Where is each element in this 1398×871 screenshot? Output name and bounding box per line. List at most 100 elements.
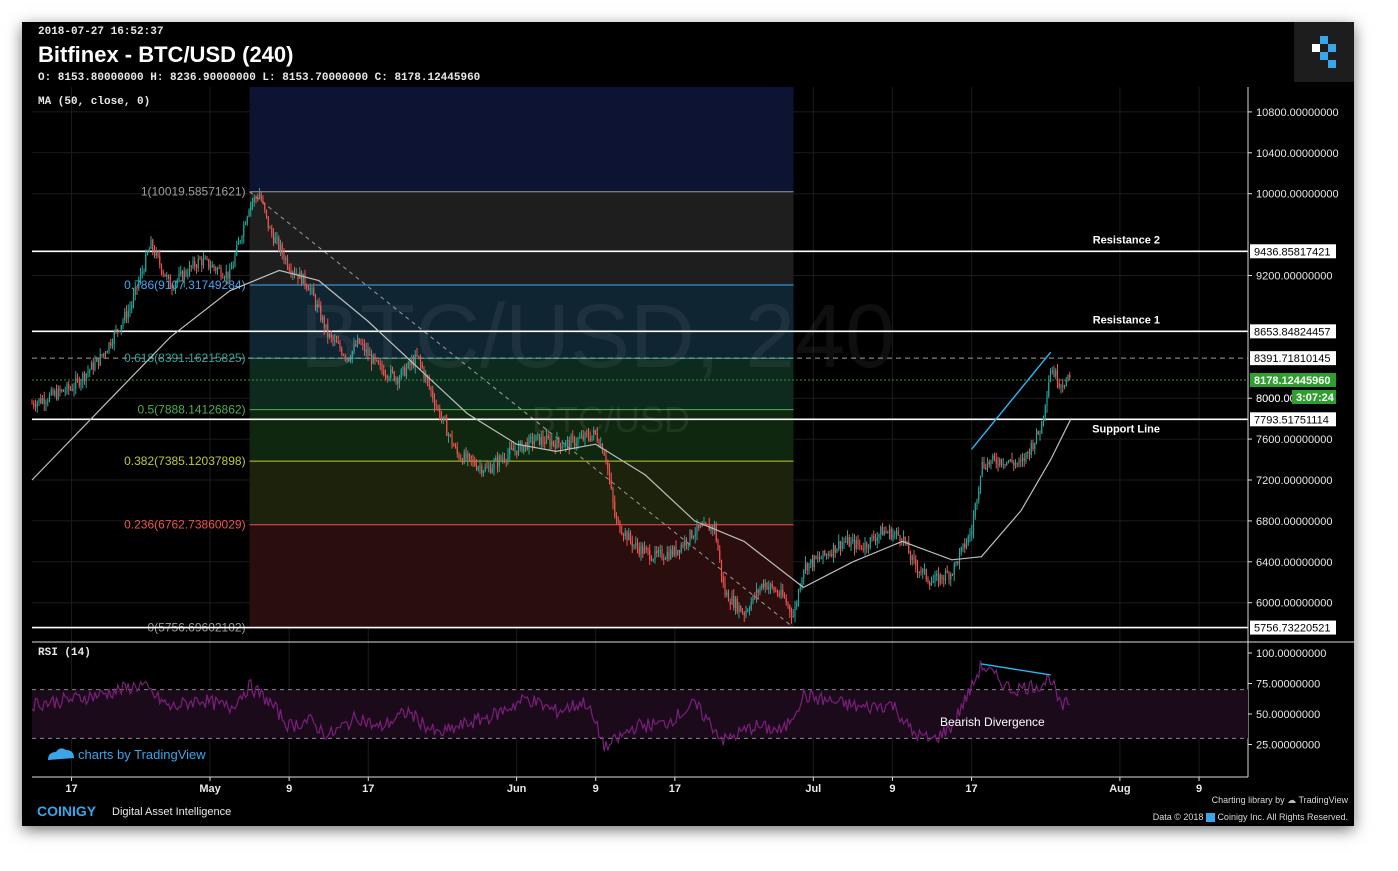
candle-body: [468, 453, 471, 456]
candle-body: [909, 553, 912, 561]
candle-body: [349, 359, 352, 361]
candle-body: [972, 516, 975, 532]
candle-body: [223, 277, 226, 279]
candle-body: [96, 357, 98, 362]
candle-body: [204, 258, 206, 260]
candle-body: [647, 548, 649, 551]
candle-body: [283, 253, 285, 261]
candle-body: [244, 223, 247, 225]
candle-body: [1048, 382, 1050, 396]
fib-zone: [249, 358, 794, 410]
candle-body: [810, 559, 812, 563]
candle-body: [232, 265, 234, 269]
candle-body: [570, 436, 572, 448]
candle-body: [890, 528, 892, 540]
candle-body: [811, 559, 814, 567]
candle-body: [635, 543, 637, 545]
candle-body: [950, 574, 952, 580]
candle-body: [705, 522, 707, 525]
candle-body: [362, 343, 364, 345]
candle-body: [395, 378, 397, 381]
candle-body: [668, 552, 670, 559]
candle-body: [279, 244, 282, 250]
candle-body: [846, 537, 849, 542]
candle-body: [218, 268, 220, 270]
candle-body: [325, 324, 327, 329]
candle-body: [36, 402, 38, 408]
candle-body: [94, 361, 96, 370]
candle-body: [636, 543, 639, 548]
candle-body: [192, 260, 194, 267]
candle-body: [460, 458, 462, 460]
candle-body: [262, 200, 264, 204]
candle-body: [278, 237, 280, 250]
candle-body: [780, 589, 782, 596]
candle-body: [727, 592, 730, 602]
candle-body: [328, 334, 331, 337]
candle-body: [404, 366, 406, 376]
candle-body: [759, 588, 761, 593]
candle-body: [554, 443, 556, 449]
candle-body: [306, 285, 308, 289]
fib-zone: [249, 409, 794, 462]
candle-body: [390, 369, 392, 378]
candle-body: [731, 596, 733, 605]
candle-body: [801, 578, 803, 588]
footer-brand[interactable]: COINIGY: [37, 803, 97, 819]
candle-body: [587, 433, 590, 439]
candle-body: [199, 258, 201, 260]
candle-body: [671, 549, 674, 556]
candle-body: [493, 461, 495, 469]
candle-body: [314, 296, 317, 308]
candle-body: [682, 544, 684, 547]
price-tag: [1250, 324, 1336, 339]
candle-body: [598, 441, 600, 447]
charting-vendor[interactable]: TradingView: [1298, 795, 1348, 805]
candle-body: [444, 416, 446, 421]
candle-body: [145, 254, 147, 272]
candle-body: [656, 550, 658, 554]
candle-body: [1013, 462, 1015, 466]
candle-body: [960, 547, 962, 553]
candle-body: [162, 272, 164, 274]
candle-body: [971, 531, 973, 535]
rsi-axis-label: 100.00000000: [1256, 648, 1326, 660]
candle-body: [559, 443, 562, 449]
candle-body: [463, 452, 465, 463]
candle-body: [563, 446, 565, 448]
candle-body: [1056, 370, 1059, 384]
ma-legend: MA (50, close, 0): [38, 96, 150, 108]
candle-body: [743, 612, 745, 616]
tradingview-logo: charts by TradingView: [48, 747, 206, 762]
candle-body: [1041, 421, 1043, 434]
candle-body: [729, 601, 731, 605]
candle-body: [531, 437, 534, 445]
candle-body: [640, 545, 642, 555]
candle-body: [356, 338, 359, 347]
candle-body: [663, 558, 665, 560]
candle-body: [689, 530, 691, 543]
price-chart[interactable]: 1(10019.58571621) 0.786(9107.31749284) 0.6…: [22, 22, 1354, 826]
candle-body: [631, 540, 633, 547]
candle-body: [117, 329, 119, 331]
fibonacci-retracement: 1(10019.58571621) 0.786(9107.31749284) 0.6…: [124, 87, 794, 635]
candle-body: [416, 354, 418, 356]
candle-body: [388, 377, 390, 379]
candle-body: [839, 541, 842, 549]
fib-level-label: 0.5(7888.14126862): [137, 403, 245, 417]
candle-body: [855, 540, 857, 549]
candle-body: [124, 311, 126, 321]
candle-body: [1034, 442, 1036, 450]
candle-body: [495, 458, 497, 462]
coinigy-logo-icon[interactable]: [1294, 22, 1354, 82]
candle-body: [607, 460, 609, 469]
candle-body: [239, 240, 241, 242]
candle-body: [472, 459, 474, 461]
candle-body: [1053, 370, 1055, 377]
candle-body: [572, 436, 574, 438]
candle-body: [692, 536, 695, 538]
candle-body: [934, 575, 936, 582]
candle-body: [808, 562, 810, 571]
candle-body: [225, 271, 227, 278]
rsi-band-fill: [32, 689, 1248, 739]
